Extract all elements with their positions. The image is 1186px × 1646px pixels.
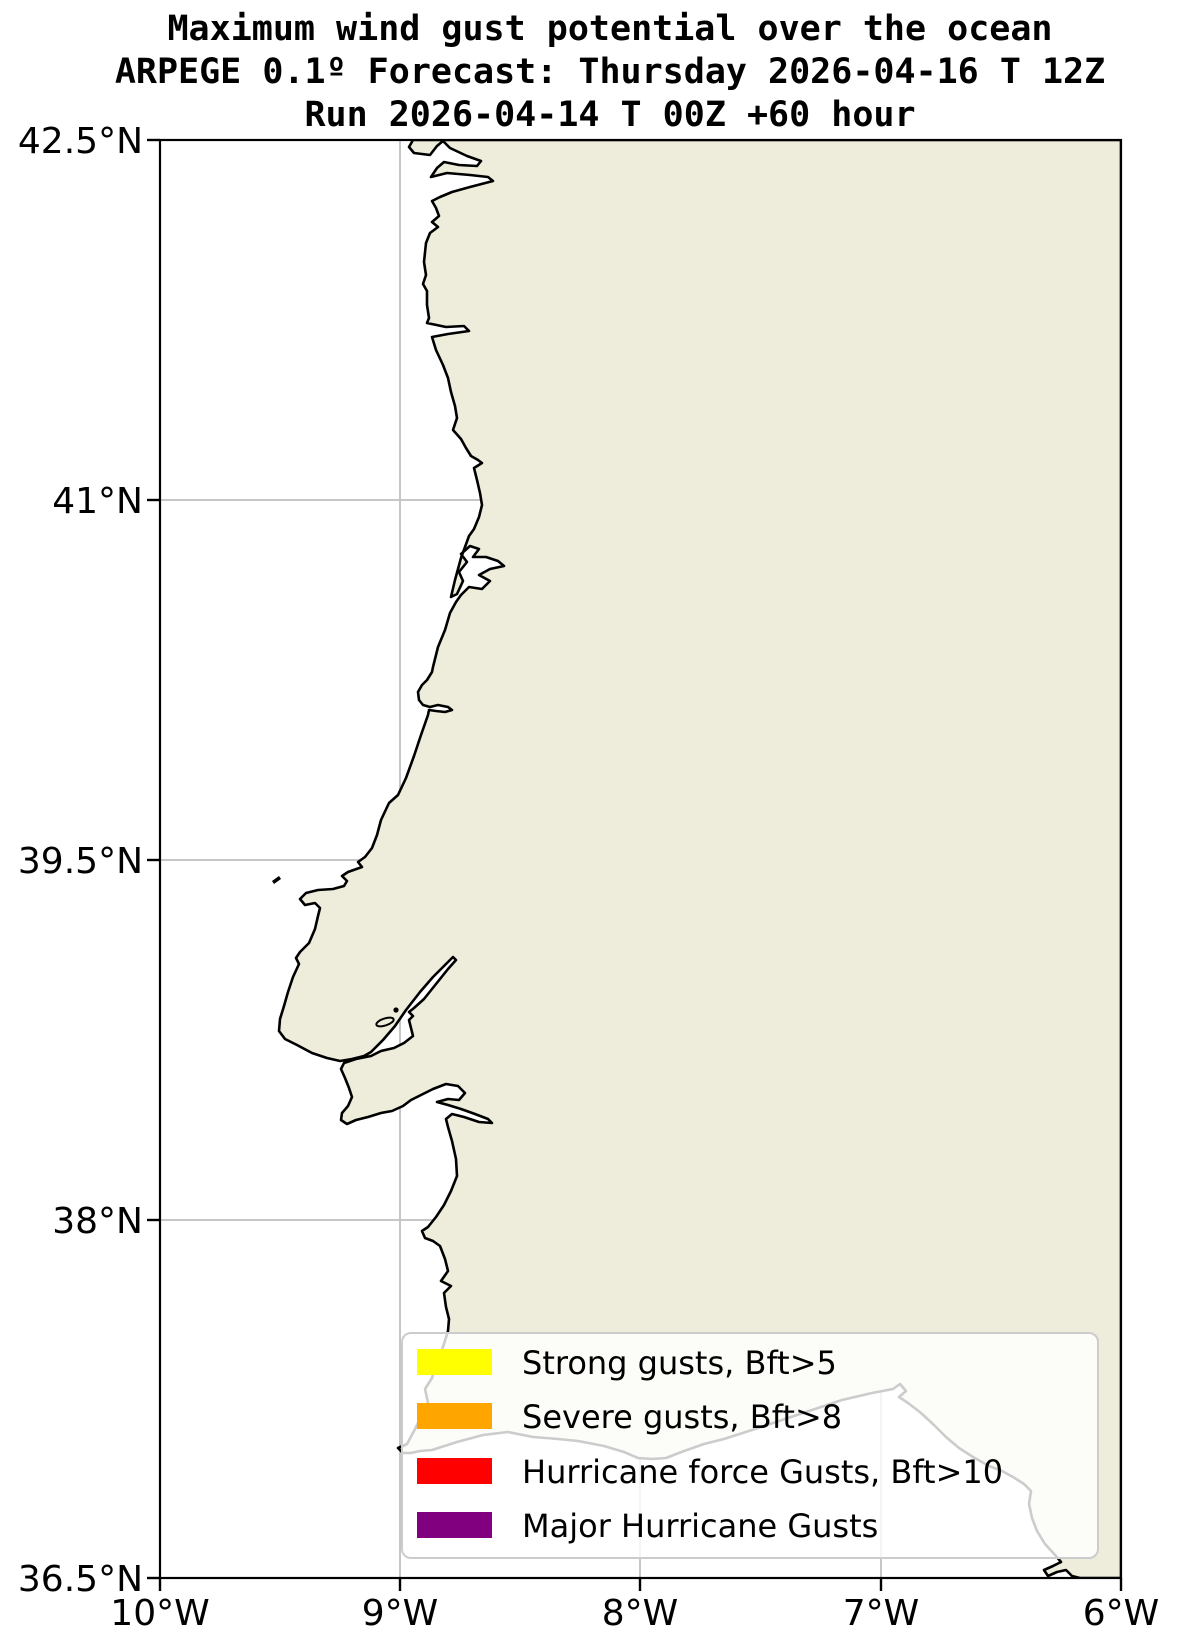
title-line-2: ARPEGE 0.1º Forecast: Thursday 2026-04-1… <box>114 52 1106 92</box>
tejo-islet-dot <box>393 1007 399 1013</box>
y-tick-label-38n: 38°N <box>52 1201 143 1242</box>
title-line-3: Run 2026-04-14 T 00Z +60 hour <box>304 95 916 135</box>
figure-title: Maximum wind gust potential over the oce… <box>34 8 1186 137</box>
y-axis <box>147 138 160 1580</box>
legend-swatch-severe-gusts <box>417 1403 492 1429</box>
y-tick-label-36-5n: 36.5°N <box>18 1559 143 1600</box>
legend-label-major-hurricane: Major Hurricane Gusts <box>522 1507 878 1545</box>
legend-label-strong-gusts: Strong gusts, Bft>5 <box>522 1344 837 1382</box>
berlengas-islands <box>272 876 281 884</box>
legend-swatch-strong-gusts <box>417 1349 492 1375</box>
title-line-1: Maximum wind gust potential over the oce… <box>167 9 1053 49</box>
legend: Strong gusts, Bft>5 Severe gusts, Bft>8 … <box>401 1332 1099 1559</box>
y-tick-label-39-5n: 39.5°N <box>18 841 143 882</box>
x-tick-label-6w: 6°W <box>1083 1593 1160 1634</box>
legend-box <box>401 1332 1099 1559</box>
legend-swatch-major-hurricane <box>417 1512 492 1538</box>
legend-swatch-hurricane-force <box>417 1458 492 1484</box>
x-tick-label-9w: 9°W <box>362 1593 439 1634</box>
x-tick-label-10w: 10°W <box>110 1593 209 1634</box>
x-tick-label-7w: 7°W <box>843 1593 920 1634</box>
legend-label-severe-gusts: Severe gusts, Bft>8 <box>522 1398 842 1436</box>
tejo-estuary-island <box>375 1016 395 1028</box>
legend-label-hurricane-force: Hurricane force Gusts, Bft>10 <box>522 1453 1003 1491</box>
y-tick-label-41n: 41°N <box>52 481 143 522</box>
x-tick-label-8w: 8°W <box>602 1593 679 1634</box>
y-tick-label-42-5n: 42.5°N <box>18 121 143 162</box>
x-axis <box>158 1578 1123 1591</box>
